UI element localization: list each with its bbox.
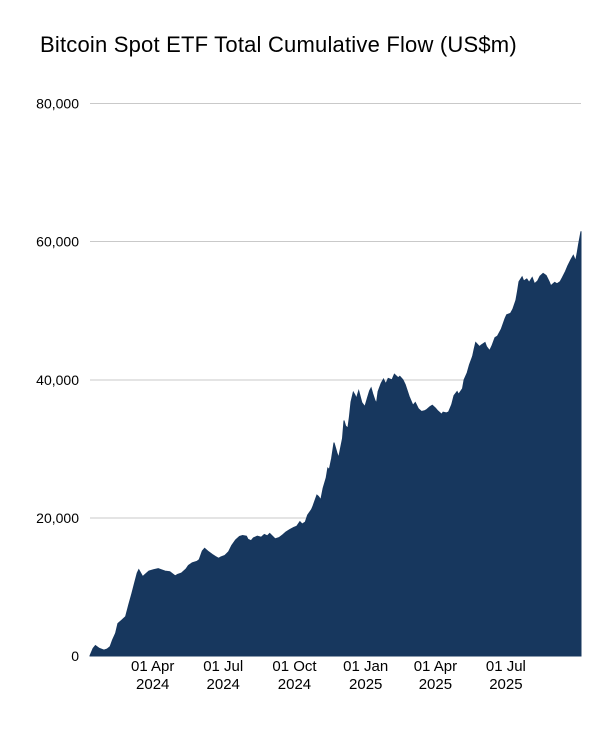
y-tick-label: 40,000 — [36, 372, 79, 388]
y-tick-label: 60,000 — [36, 234, 79, 250]
chart-title: Bitcoin Spot ETF Total Cumulative Flow (… — [40, 32, 517, 57]
x-tick-label: 01 Jul 2024 — [203, 658, 243, 693]
x-tick-label: 01 Jan 2025 — [343, 658, 388, 693]
x-tick-label: 01 Apr 2024 — [131, 658, 174, 693]
x-axis-labels: 01 Apr 2024 01 Jul 2024 01 Oct 2024 01 Jan 2025… — [131, 658, 526, 693]
area-series — [89, 231, 582, 657]
y-axis-labels: 0 20,000 40,000 60,000 80,000 — [36, 96, 79, 665]
x-tick-label: 01 Apr 2025 — [414, 658, 457, 693]
y-tick-label: 0 — [71, 648, 79, 664]
x-tick-label: 01 Jul 2025 — [486, 658, 526, 693]
y-tick-label: 20,000 — [36, 510, 79, 526]
y-tick-label: 80,000 — [36, 96, 79, 112]
x-tick-label: 01 Oct 2024 — [272, 658, 317, 693]
